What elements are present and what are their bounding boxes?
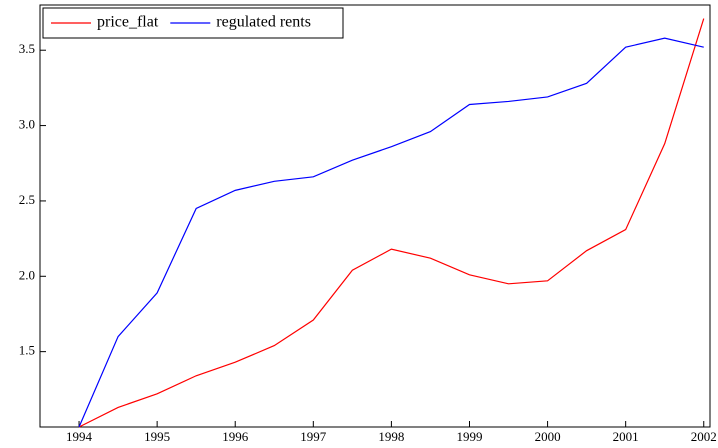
line-series	[78, 37, 704, 428]
y-tick-label: 1.5	[19, 343, 35, 358]
y-tick-label: 3.5	[19, 41, 35, 56]
x-tick-label: 1994	[66, 429, 93, 444]
plot-frame	[39, 4, 711, 428]
legend-label: regulated rents	[216, 14, 311, 31]
x-tick-label: 1997	[300, 429, 327, 444]
x-tick-label: 1998	[378, 429, 404, 444]
y-tick-label: 2.5	[19, 192, 35, 207]
legend-label: price_flat	[97, 14, 159, 31]
x-tick-label: 1996	[222, 429, 249, 444]
x-tick-label: 1999	[456, 429, 482, 444]
x-tick-label: 2001	[613, 429, 639, 444]
y-tick-label: 3.0	[19, 117, 35, 132]
x-tick-label: 1995	[144, 429, 170, 444]
line-series	[78, 18, 705, 428]
y-tick-label: 2.0	[19, 267, 35, 282]
x-tick-label: 2002	[691, 429, 717, 444]
x-tick-label: 2000	[535, 429, 561, 444]
